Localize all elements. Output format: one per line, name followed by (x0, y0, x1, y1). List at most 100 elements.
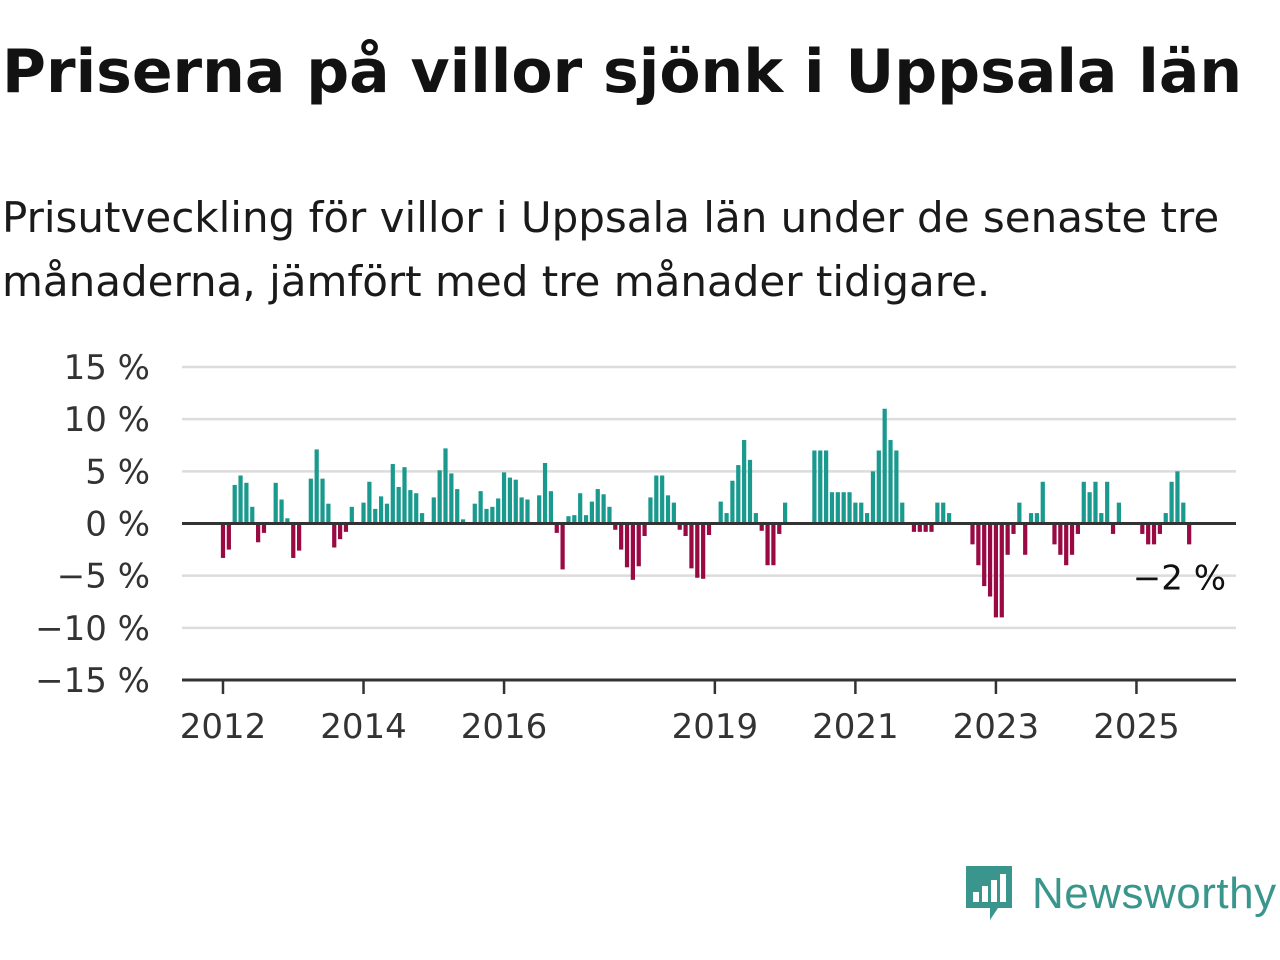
y-tick-label: −10 % (35, 609, 150, 649)
bar-chart: 15 %10 %5 %0 %−5 %−10 %−15 % 2012 2014 201… (35, 348, 1236, 747)
y-tick-label: 5 % (85, 452, 150, 492)
bar-positive (1105, 481, 1110, 524)
bar-positive (572, 515, 577, 524)
bar-positive (402, 467, 407, 524)
bar-positive (390, 464, 395, 524)
bar-positive (1181, 502, 1186, 524)
bar-positive (894, 450, 899, 524)
x-tick-label: 2016 (461, 707, 548, 747)
chart-title: Priserna på villor sjönk i Uppsala län (2, 37, 1243, 107)
bar-positive (1028, 513, 1034, 524)
bar-positive (847, 492, 852, 524)
bar-positive (1087, 492, 1092, 524)
bar-negative (976, 523, 981, 566)
bar-negative (1069, 523, 1075, 555)
bar-negative (554, 523, 559, 533)
bar-negative (993, 523, 999, 618)
bar-positive (724, 513, 729, 524)
annotations: −2 % (1133, 558, 1226, 598)
bar-positive (490, 506, 495, 524)
bar-positive (859, 502, 864, 524)
bar-positive (542, 462, 548, 524)
newsworthy-bar-chart-icon (966, 866, 1012, 920)
bar-positive (349, 506, 354, 524)
bar-positive (384, 503, 390, 524)
bar-positive (525, 499, 530, 524)
bar-positive (835, 492, 840, 524)
bar-negative (765, 523, 770, 566)
bar-positive (373, 508, 378, 524)
bar-positive (460, 519, 466, 524)
x-tick-label: 2021 (812, 707, 899, 747)
bar-positive (326, 503, 331, 524)
bar-positive (1040, 481, 1045, 524)
bar-negative (1157, 523, 1162, 534)
bar-positive (607, 506, 612, 524)
bar-negative (226, 523, 231, 550)
bar-positive (1116, 502, 1121, 524)
bar-negative (917, 523, 922, 532)
bar-negative (1110, 523, 1116, 534)
bar-negative (970, 523, 975, 545)
bar-negative (560, 523, 565, 570)
bar-positive (414, 493, 419, 524)
bar-negative (695, 523, 700, 578)
bar-positive (314, 449, 319, 524)
bar-positive (864, 513, 870, 524)
bar-positive (507, 477, 513, 524)
bar-positive (548, 491, 554, 524)
bar-positive (812, 450, 817, 524)
bar-negative (999, 523, 1004, 618)
bar-positive (818, 450, 823, 524)
bar-positive (519, 497, 524, 524)
bar-positive (396, 486, 401, 524)
bar-negative (1151, 523, 1157, 545)
bar-negative (777, 523, 782, 534)
y-axis-tick-labels: 15 % 10 % 5 % 0 % −5 % −10 % −15 % (35, 348, 150, 701)
bar-negative (613, 523, 618, 530)
bar-positive (367, 481, 372, 524)
bar-positive (513, 479, 518, 524)
y-tick-label: 0 % (85, 505, 150, 545)
bar-positive (232, 484, 237, 524)
bar-negative (689, 523, 694, 569)
bar-negative (706, 523, 712, 535)
bar-negative (1075, 523, 1081, 534)
bar-positive (1093, 481, 1098, 524)
bar-positive (736, 465, 741, 524)
newsworthy-logo: Newsworthy (964, 864, 1277, 924)
bar-negative (683, 523, 688, 537)
bar-positive (501, 472, 507, 524)
bar-positive (308, 478, 313, 524)
bar-positive (443, 448, 448, 524)
bar-negative (297, 523, 302, 551)
bar-positive (589, 501, 594, 524)
x-tick-label: 2014 (320, 707, 407, 747)
bar-negative (759, 523, 764, 531)
latest-value-label: −2 % (1133, 558, 1226, 598)
bar-negative (291, 523, 296, 558)
bar-negative (1146, 523, 1151, 545)
bar-positive (648, 497, 653, 524)
bar-negative (1023, 523, 1028, 555)
x-axis-tick-labels: 2012 2014 2016 2019 2021 2023 2025 (180, 707, 1180, 747)
chart-subtitle: Prisutveckling för villor i Uppsala län … (2, 193, 1220, 306)
bar-positive (841, 492, 846, 524)
bar-positive (601, 494, 606, 524)
y-tick-label: 10 % (64, 400, 150, 440)
bar-positive (730, 480, 735, 524)
bar-negative (923, 523, 928, 532)
bar-positive (244, 482, 249, 524)
y-tick-label: 15 % (64, 348, 150, 388)
bar-positive (882, 408, 887, 524)
bar-positive (783, 502, 788, 524)
bar-positive (853, 502, 858, 524)
bar-positive (408, 490, 413, 524)
bar-positive (654, 475, 659, 524)
bar-positive (742, 440, 747, 524)
bar-negative (261, 523, 267, 533)
bar-positive (449, 473, 454, 524)
bar-positive (1099, 513, 1104, 524)
bar-positive (472, 503, 477, 524)
bar-negative (987, 523, 993, 597)
